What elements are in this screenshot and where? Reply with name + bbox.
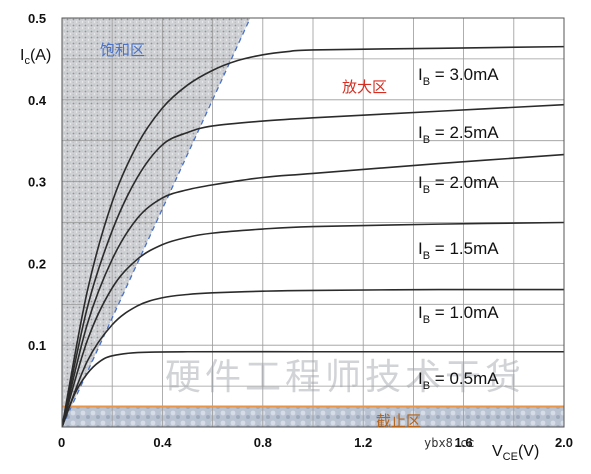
y-axis-label-sub: c xyxy=(24,55,30,67)
y-tick-label: 0.3 xyxy=(28,175,46,190)
x-axis-label-sub: CE xyxy=(503,451,518,463)
site-label: ybx8.cc xyxy=(424,436,475,450)
curve-label-symbol: I xyxy=(418,123,423,142)
curve-label-sub: B xyxy=(423,380,430,392)
curve-label-symbol: I xyxy=(418,173,423,192)
y-tick-label: 0.1 xyxy=(28,338,46,353)
x-tick-label: 1.6 xyxy=(455,435,473,450)
y-axis-label-symbol: I xyxy=(20,47,24,64)
curve-label-sub: B xyxy=(423,134,430,146)
curve-label-ib-0.5mA: IB = 0.5mA xyxy=(418,369,499,392)
curve-ib-3.0mA xyxy=(62,45,564,427)
x-axis-label: VCE(V) xyxy=(492,443,539,463)
curve-ib-2.0mA xyxy=(62,153,564,427)
curve-label-ib-1.0mA: IB = 1.0mA xyxy=(418,303,499,326)
curve-label-sub: B xyxy=(423,76,430,88)
x-tick-label: 0.4 xyxy=(153,435,172,450)
y-axis-label-unit: (A) xyxy=(30,47,51,64)
curve-label-symbol: I xyxy=(418,239,423,258)
saturation-boundary-line xyxy=(61,17,251,428)
x-tick-label: 1.2 xyxy=(354,435,372,450)
curves xyxy=(62,45,564,427)
grid xyxy=(62,18,564,427)
watermark: 硬件工程师技术干货 xyxy=(165,357,525,398)
curve-ib-2.5mA xyxy=(62,103,564,427)
curve-label-ib-2.0mA: IB = 2.0mA xyxy=(418,173,499,196)
x-tick-label: 2.0 xyxy=(555,435,573,450)
curve-label-sub: B xyxy=(423,184,430,196)
y-tick-label: 0.4 xyxy=(28,93,47,108)
curve-label-sub: B xyxy=(423,314,430,326)
x-tick-label: 0.8 xyxy=(254,435,272,450)
x-axis-label-symbol: V xyxy=(492,443,503,460)
y-tick-labels: 0.1 0.2 0.3 0.4 0.5 xyxy=(28,11,47,353)
x-tick-labels: 0 0.4 0.8 1.2 1.6 2.0 xyxy=(58,435,573,450)
curve-label-value: = 1.5mA xyxy=(430,239,499,258)
curve-label-ib-3.0mA: IB = 3.0mA xyxy=(418,65,499,88)
saturation-region-label: 饱和区 xyxy=(100,41,145,59)
curve-label-sub: B xyxy=(423,250,430,262)
curve-label-symbol: I xyxy=(418,65,423,84)
y-axis-label: Ic(A) xyxy=(20,47,51,67)
x-tick-label: 0 xyxy=(58,435,65,450)
curve-label-symbol: I xyxy=(418,303,423,322)
curve-label-value: = 2.5mA xyxy=(430,123,499,142)
active-region-label: 放大区 xyxy=(342,78,387,96)
curve-ib-1.0mA xyxy=(62,288,564,427)
plot-frame xyxy=(61,17,565,428)
curve-label-symbol: I xyxy=(418,369,423,388)
y-tick-label: 0.5 xyxy=(28,11,46,26)
curve-label-value: = 0.5mA xyxy=(430,369,499,388)
curve-label-value: = 3.0mA xyxy=(430,65,499,84)
curve-label-ib-2.5mA: IB = 2.5mA xyxy=(418,123,499,146)
curve-label-ib-1.5mA: IB = 1.5mA xyxy=(418,239,499,262)
curve-label-value: = 2.0mA xyxy=(430,173,499,192)
cutoff-region-label: 截止区 xyxy=(376,412,421,430)
x-axis-label-unit: (V) xyxy=(518,443,539,460)
curve-ib-1.5mA xyxy=(62,221,564,427)
curve-ib-0.5mA xyxy=(62,350,564,427)
y-tick-label: 0.2 xyxy=(28,256,46,271)
curve-label-value: = 1.0mA xyxy=(430,303,499,322)
